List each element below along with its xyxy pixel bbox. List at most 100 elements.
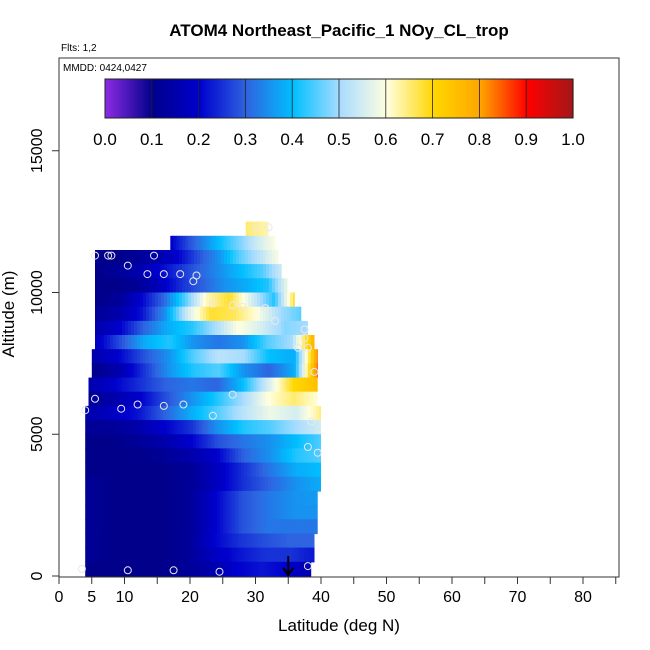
heatmap-cell — [115, 476, 119, 492]
heatmap-cell — [145, 377, 150, 393]
colorbar-swatch — [343, 79, 346, 118]
heatmap-cell — [310, 349, 315, 364]
heatmap-cell — [122, 320, 126, 336]
heatmap-cell — [193, 505, 197, 520]
colorbar-swatch — [275, 79, 278, 118]
heatmap-cell — [301, 462, 305, 478]
heatmap-cell — [250, 533, 254, 549]
colorbar-swatch — [327, 79, 330, 118]
heatmap-cell — [284, 278, 288, 294]
heatmap-cell — [310, 519, 314, 535]
heatmap-cell — [190, 405, 194, 421]
heatmap-cell — [203, 335, 207, 350]
heatmap-cell — [167, 264, 171, 279]
heatmap-cell — [217, 405, 221, 421]
colorbar-swatch — [155, 79, 158, 118]
heatmap-cell — [149, 306, 153, 322]
heatmap-cell — [163, 420, 167, 435]
heatmap-cell — [178, 519, 182, 535]
heatmap-cell — [170, 306, 174, 322]
heatmap-cell — [109, 547, 113, 563]
heatmap-cell — [319, 420, 321, 435]
heatmap-cell — [265, 420, 269, 435]
heatmap-cell — [145, 476, 149, 492]
heatmap-cell — [226, 420, 230, 435]
heatmap-cell — [244, 349, 249, 364]
heatmap-cell — [160, 519, 164, 535]
heatmap-cell — [103, 505, 107, 520]
heatmap-cell — [157, 462, 161, 478]
heatmap-cell — [145, 349, 150, 364]
colorbar-swatch — [247, 79, 250, 118]
heatmap-cell — [163, 349, 168, 364]
heatmap-cell — [124, 490, 128, 506]
heatmap-cell — [104, 278, 108, 294]
colorbar-swatch — [293, 79, 296, 118]
heatmap-cell — [307, 448, 311, 464]
heatmap-cell — [260, 292, 264, 308]
data-point — [313, 448, 322, 457]
heatmap-cell — [190, 462, 194, 478]
heatmap-cell — [148, 349, 153, 364]
heatmap-cell — [142, 420, 146, 435]
heatmap-cell — [181, 476, 185, 492]
heatmap-cell — [209, 292, 213, 308]
heatmap-cell — [256, 547, 260, 563]
heatmap-cell — [280, 547, 284, 563]
heatmap-cell — [310, 448, 314, 464]
heatmap-cell — [139, 561, 143, 577]
heatmap-cell — [85, 448, 89, 464]
heatmap-cell — [250, 349, 255, 364]
colorbar-swatch — [439, 79, 442, 118]
heatmap-cell — [124, 476, 128, 492]
heatmap-cell — [152, 292, 156, 308]
heatmap-cell — [260, 320, 264, 336]
heatmap-cell — [289, 490, 293, 506]
data-point — [169, 566, 178, 575]
heatmap-cell — [152, 264, 156, 279]
heatmap-cell — [208, 377, 213, 393]
heatmap-cell — [133, 505, 137, 520]
heatmap-cell — [160, 349, 165, 364]
colorbar-swatch — [233, 79, 236, 118]
heatmap-cell — [292, 405, 296, 421]
heatmap-cell — [193, 476, 197, 492]
heatmap-cell — [292, 420, 296, 435]
heatmap-cell — [112, 490, 116, 506]
heatmap-cell — [214, 490, 218, 506]
heatmap-cell — [224, 250, 228, 265]
heatmap-cell — [224, 306, 228, 322]
heatmap-cell — [151, 349, 156, 364]
heatmap-cell — [130, 533, 134, 549]
heatmap-cell — [254, 278, 258, 294]
heatmap-cell — [316, 405, 320, 421]
heatmap-cell — [230, 278, 234, 294]
heatmap-cell — [232, 349, 237, 364]
heatmap-cell — [250, 377, 255, 393]
heatmap-cell — [184, 490, 188, 506]
colorbar-swatch — [331, 79, 334, 118]
heatmap-cell — [151, 519, 155, 535]
heatmap-cell — [112, 547, 116, 563]
heatmap-cell — [163, 533, 167, 549]
heatmap-cell — [148, 434, 152, 450]
heatmap-cell — [188, 292, 192, 308]
heatmap-cell — [184, 533, 188, 549]
heatmap-cell — [163, 434, 167, 450]
heatmap-cell — [160, 405, 164, 421]
heatmap-cell — [184, 519, 188, 535]
colorbar-swatch — [397, 79, 400, 118]
heatmap-cell — [155, 292, 159, 308]
heatmap-cell — [220, 405, 224, 421]
colorbar-swatch — [551, 79, 554, 118]
colorbar-swatch — [477, 79, 480, 118]
heatmap-cell — [257, 306, 261, 322]
heatmap-cell — [178, 561, 182, 577]
heatmap-cell — [262, 547, 266, 563]
colorbar-swatch — [435, 79, 438, 118]
heatmap-cell — [107, 278, 111, 294]
heatmap-cell — [172, 405, 176, 421]
heatmap-cell — [208, 533, 212, 549]
heatmap-cell — [205, 505, 209, 520]
heatmap-cell — [250, 448, 254, 464]
